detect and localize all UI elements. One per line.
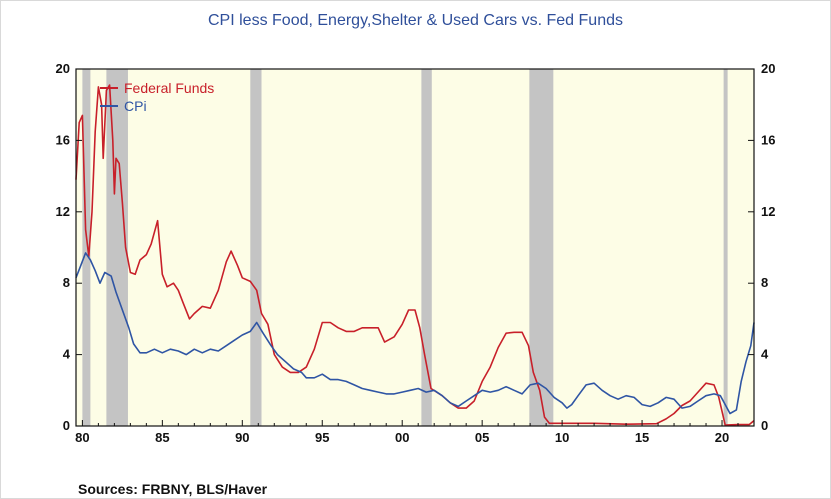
x-tick-label-00: 00 xyxy=(395,430,409,445)
recession-band-1 xyxy=(82,69,91,426)
recession-band-5 xyxy=(529,69,554,426)
y-tick-label-right-0: 0 xyxy=(761,418,768,433)
y-tick-label-right-20: 20 xyxy=(761,61,775,76)
series-lines xyxy=(75,84,755,426)
x-tick-label-95: 95 xyxy=(315,430,329,445)
recession-band-2 xyxy=(106,69,128,426)
x-tick-label-10: 10 xyxy=(555,430,569,445)
legend-label-federal-funds: Federal Funds xyxy=(124,80,214,96)
y-tick-label-left-12: 12 xyxy=(56,204,70,219)
recession-bands xyxy=(82,69,728,426)
x-tick-label-85: 85 xyxy=(155,430,169,445)
x-tick-label-90: 90 xyxy=(235,430,249,445)
y-tick-label-right-12: 12 xyxy=(761,204,775,219)
legend: Federal Funds CPi xyxy=(100,80,214,114)
recession-band-6 xyxy=(723,69,728,426)
x-tick-label-80: 80 xyxy=(75,430,89,445)
x-tick-label-20: 20 xyxy=(715,430,729,445)
y-tick-label-left-20: 20 xyxy=(56,61,70,76)
recession-band-3 xyxy=(250,69,262,426)
y-tick-label-left-16: 16 xyxy=(56,132,70,147)
plot-background xyxy=(76,69,754,426)
y-tick-label-left-0: 0 xyxy=(63,418,70,433)
series-line-federal-funds xyxy=(75,84,755,426)
recession-band-4 xyxy=(421,69,432,426)
y-tick-label-left-8: 8 xyxy=(63,275,70,290)
source-note: Sources: FRBNY, BLS/Haver xyxy=(78,481,268,497)
series-line-cpi xyxy=(75,252,755,415)
legend-label-cpi: CPi xyxy=(124,98,147,114)
y-tick-label-left-4: 4 xyxy=(63,347,71,362)
x-tick-label-15: 15 xyxy=(635,430,649,445)
y-tick-label-right-4: 4 xyxy=(761,347,769,362)
y-tick-label-right-16: 16 xyxy=(761,132,775,147)
y-tick-label-right-8: 8 xyxy=(761,275,768,290)
plot-area xyxy=(76,69,754,426)
chart-title: CPI less Food, Energy,Shelter & Used Car… xyxy=(208,12,623,29)
x-tick-label-05: 05 xyxy=(475,430,489,445)
plot-border xyxy=(75,68,755,427)
